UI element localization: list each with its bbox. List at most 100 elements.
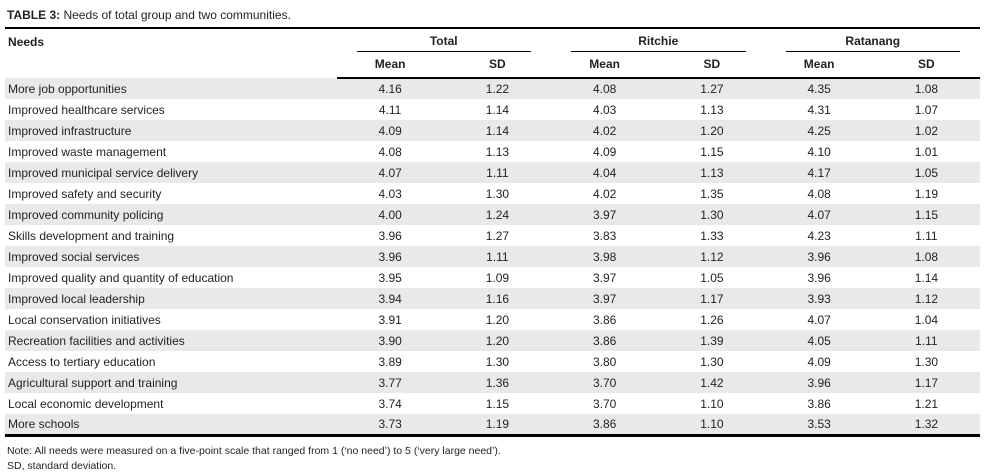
table-row: Improved local leadership 3.94 1.16 3.97 1.1…: [5, 288, 980, 310]
table-row: Improved healthcare services 4.11 1.14 4.03…: [5, 99, 980, 120]
group-header-row: Needs Total Ritchie Ratanang: [5, 29, 980, 53]
value-cell: 4.03: [378, 186, 402, 201]
need-cell: Improved healthcare services: [8, 102, 165, 117]
value-cell: 1.02: [914, 123, 939, 138]
need-cell: Improved infrastructure: [8, 123, 132, 138]
value-cell: 1.11: [915, 333, 938, 348]
value-cell: 3.53: [765, 414, 873, 437]
need-cell: Improved local leadership: [8, 291, 145, 306]
column-header-total-sd: SD: [443, 52, 551, 80]
value-cell: 4.16: [378, 82, 402, 97]
value-cell: 1.15: [485, 396, 510, 411]
column-group-ritchie-label: Ritchie: [571, 34, 746, 53]
need-cell: Improved quality and quantity of educati…: [8, 270, 234, 285]
column-header-ratanang-mean: Mean: [765, 52, 873, 80]
table-title-text: Needs of total group and two communities…: [63, 8, 291, 22]
value-cell: 4.08: [807, 186, 831, 201]
value-cell: 1.11: [486, 165, 509, 180]
value-cell: 4.08: [378, 144, 402, 159]
value-cell: 1.33: [700, 228, 724, 243]
value-cell: 1.30: [485, 186, 510, 201]
value-cell: 3.96: [378, 249, 402, 264]
table-row: Improved safety and security 4.03 1.30 4.02…: [5, 183, 980, 204]
column-group-ritchie: Ritchie: [551, 29, 766, 53]
value-cell: 3.86: [592, 312, 617, 327]
value-cell: 1.30: [914, 354, 939, 369]
value-cell: 1.42: [700, 375, 724, 390]
value-cell: 1.08: [914, 82, 939, 97]
value-cell: 4.11: [378, 102, 402, 117]
value-cell: 4.31: [807, 102, 831, 117]
value-cell: 1.30: [700, 354, 724, 369]
value-cell: 1.32: [872, 414, 980, 437]
need-cell: Skills development and training: [8, 228, 175, 243]
value-cell: 4.35: [807, 82, 831, 97]
value-cell: 1.21: [914, 396, 939, 411]
column-header-total-mean: Mean: [336, 52, 444, 80]
value-cell: 1.15: [914, 207, 939, 222]
value-cell: 1.10: [700, 396, 724, 411]
need-cell: Improved community policing: [8, 207, 164, 222]
value-cell: 3.83: [592, 228, 617, 243]
value-cell: 4.02: [592, 186, 617, 201]
value-cell: 4.10: [807, 144, 831, 159]
value-cell: 3.70: [592, 375, 617, 390]
need-cell: More schools: [5, 414, 337, 437]
value-cell: 3.96: [378, 228, 402, 243]
value-cell: 1.11: [486, 249, 509, 264]
sub-header-row: Mean SD Mean SD Mean SD: [5, 52, 980, 80]
column-group-total-label: Total: [356, 34, 531, 53]
value-cell: 3.86: [551, 414, 659, 437]
table-row: Recreation facilities and activities 3.90…: [5, 330, 980, 352]
column-group-total: Total: [337, 29, 552, 53]
value-cell: 4.07: [807, 312, 831, 327]
table-row: Local conservation initiatives 3.91 1.20 3.…: [5, 309, 980, 330]
column-header-needs: Needs: [8, 35, 45, 50]
column-header-ratanang-sd: SD: [872, 52, 980, 80]
value-cell: 1.19: [914, 186, 939, 201]
value-cell: 1.20: [485, 312, 510, 327]
value-cell: 4.09: [807, 354, 831, 369]
value-cell: 1.13: [700, 102, 724, 117]
table-row: More schools 3.73 1.19 3.86 1.10 3.53 1.32: [5, 414, 980, 437]
table-row: Improved quality and quantity of educati…: [5, 267, 980, 288]
value-cell: 1.01: [914, 144, 939, 159]
value-cell: 1.15: [700, 144, 724, 159]
need-cell: Improved social services: [8, 249, 140, 264]
value-cell: 3.95: [378, 270, 402, 285]
value-cell: 1.14: [485, 102, 510, 117]
value-cell: 1.30: [700, 207, 724, 222]
value-cell: 4.08: [592, 82, 617, 97]
value-cell: 4.25: [807, 123, 831, 138]
value-cell: 3.80: [592, 354, 617, 369]
need-cell: Agricultural support and training: [8, 375, 178, 390]
value-cell: 1.10: [658, 414, 766, 437]
value-cell: 1.05: [700, 270, 724, 285]
value-cell: 1.17: [700, 291, 724, 306]
value-cell: 4.03: [592, 102, 617, 117]
value-cell: 1.04: [914, 312, 939, 327]
value-cell: 1.14: [914, 270, 939, 285]
table-row: Improved infrastructure 4.09 1.14 4.02 1.20 4…: [5, 120, 980, 142]
value-cell: 4.17: [807, 165, 831, 180]
value-cell: 1.30: [485, 354, 510, 369]
table-row: Improved municipal service delivery 4.07 1…: [5, 162, 980, 184]
table-row: Local economic development 3.74 1.15 3.70 1.…: [5, 393, 980, 414]
value-cell: 1.12: [914, 291, 939, 306]
value-cell: 3.96: [807, 375, 831, 390]
value-cell: 3.73: [336, 414, 444, 437]
table-row: More job opportunities 4.16 1.22 4.08 1.27 4.…: [5, 78, 980, 100]
value-cell: 1.35: [700, 186, 724, 201]
table-row: Access to tertiary education 3.89 1.30 3.80…: [5, 351, 980, 372]
value-cell: 3.86: [807, 396, 831, 411]
need-cell: Improved municipal service delivery: [8, 165, 199, 180]
value-cell: 4.09: [378, 123, 402, 138]
value-cell: 1.16: [485, 291, 510, 306]
value-cell: 1.27: [485, 228, 510, 243]
value-cell: 4.23: [807, 228, 831, 243]
value-cell: 3.89: [378, 354, 402, 369]
value-cell: 4.04: [592, 165, 617, 180]
table-row: Skills development and training 3.96 1.27 3…: [5, 225, 980, 246]
value-cell: 4.05: [807, 333, 831, 348]
value-cell: 1.27: [700, 82, 724, 97]
